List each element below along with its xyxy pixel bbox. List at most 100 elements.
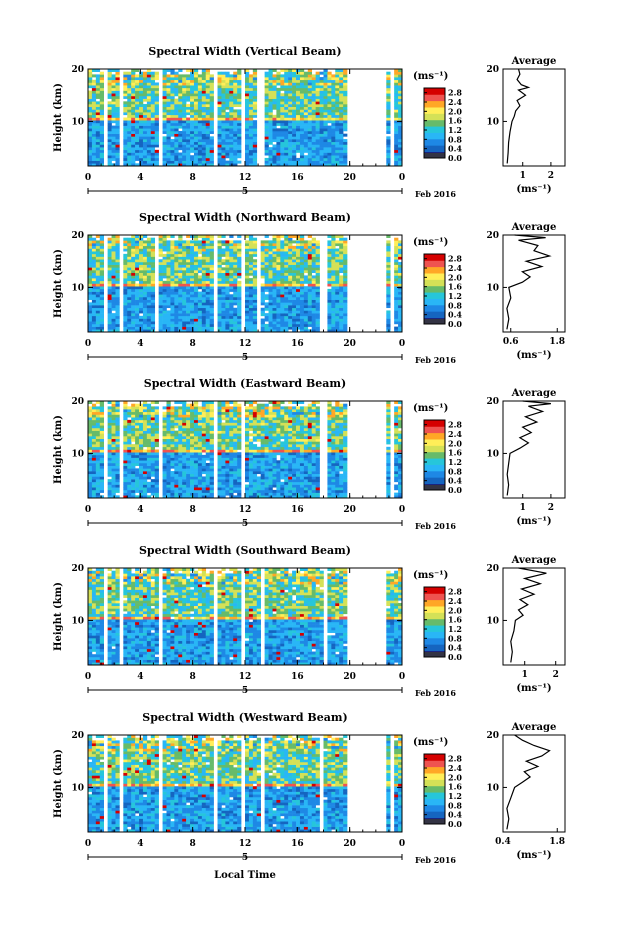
heatmap-cell xyxy=(292,245,297,249)
heatmap-cell xyxy=(135,149,140,153)
heatmap-cell xyxy=(91,481,97,485)
heatmap-cell xyxy=(217,305,222,309)
heatmap-cell xyxy=(296,313,301,317)
heatmap-cell xyxy=(237,144,242,148)
heatmap-cell xyxy=(186,245,191,249)
heatmap-cell xyxy=(142,422,148,426)
heatmap-cell xyxy=(323,74,328,78)
heatmap-cell xyxy=(323,79,328,83)
heatmap-cell xyxy=(209,136,214,140)
heatmap-cell xyxy=(123,77,128,81)
heatmap-cell xyxy=(315,109,320,113)
heatmap-cell xyxy=(221,133,226,137)
heatmap-cell xyxy=(311,95,316,99)
heatmap-cell xyxy=(150,460,156,464)
heatmap-cell xyxy=(142,296,148,300)
heatmap-cell xyxy=(205,95,210,99)
heatmap-cell xyxy=(221,114,226,118)
heatmap-cell xyxy=(229,104,234,108)
heatmap-cell xyxy=(311,307,316,311)
heatmap-cell xyxy=(209,74,214,78)
heatmap-cell xyxy=(127,487,132,491)
heatmap-cell xyxy=(139,136,144,140)
heatmap-cell xyxy=(135,163,140,167)
heatmap-cell xyxy=(209,243,214,247)
heatmap-cell xyxy=(331,318,336,322)
heatmap-cell xyxy=(315,139,320,143)
heatmap-cell xyxy=(303,122,309,126)
heatmap-cell xyxy=(99,484,104,488)
heatmap-cell xyxy=(201,82,207,86)
heatmap-cell xyxy=(190,98,195,102)
heatmap-cell xyxy=(115,122,120,126)
heatmap-cell xyxy=(284,272,289,276)
heatmap-cell xyxy=(252,160,258,164)
heatmap-cell xyxy=(139,149,144,153)
heatmap-cell xyxy=(327,294,332,298)
heatmap-cell xyxy=(135,117,140,121)
heatmap-cell xyxy=(190,95,195,99)
heatmap-cell xyxy=(209,283,214,287)
heatmap-cell xyxy=(123,481,128,485)
heatmap-cell xyxy=(335,163,340,167)
heatmap-cell xyxy=(99,288,104,292)
heatmap-cell xyxy=(276,296,281,300)
heatmap-cell xyxy=(166,130,171,134)
heatmap-cell xyxy=(178,270,183,274)
heatmap-cell xyxy=(115,446,120,450)
heatmap-cell xyxy=(245,95,250,99)
heatmap-cell xyxy=(174,139,179,143)
heatmap-cell xyxy=(260,251,265,255)
heatmap-cell xyxy=(99,283,104,287)
heatmap-cell xyxy=(99,245,104,249)
heatmap-cell xyxy=(221,98,226,102)
heatmap-cell xyxy=(91,313,97,317)
heatmap-cell xyxy=(394,117,399,121)
heatmap-cell xyxy=(123,248,128,252)
heatmap-cell xyxy=(331,323,336,327)
heatmap-cell xyxy=(284,69,289,72)
heatmap-cell xyxy=(174,109,179,113)
heatmap-cell xyxy=(135,283,140,287)
heatmap-cell xyxy=(315,248,320,252)
heatmap-cell xyxy=(131,318,136,322)
heatmap-cell xyxy=(307,117,313,121)
heatmap-cell xyxy=(319,149,324,153)
heatmap-cell xyxy=(162,329,167,333)
heatmap-cell xyxy=(182,149,187,153)
heatmap-cell xyxy=(162,253,167,257)
heatmap-cell xyxy=(135,329,140,333)
heatmap-cell xyxy=(225,259,230,263)
heatmap-cell xyxy=(123,417,128,421)
heatmap-cell xyxy=(225,112,230,116)
heatmap-cell xyxy=(394,302,399,306)
heatmap-cell xyxy=(245,235,250,238)
heatmap-cell xyxy=(135,288,140,292)
heatmap-cell xyxy=(162,243,167,247)
heatmap-cell xyxy=(193,272,199,276)
heatmap-cell xyxy=(252,305,258,309)
heatmap-cell xyxy=(264,307,269,311)
heatmap-cell xyxy=(248,130,254,134)
heatmap-cell xyxy=(280,253,285,257)
heatmap-cell xyxy=(142,425,148,429)
heatmap-cell xyxy=(174,270,179,274)
heatmap-cell xyxy=(111,406,116,410)
heatmap-cell xyxy=(127,310,132,314)
heatmap-cell xyxy=(343,90,348,94)
heatmap-cell xyxy=(343,85,348,89)
heatmap-cell xyxy=(142,74,148,78)
heatmap-cell xyxy=(233,313,238,317)
heatmap-cell xyxy=(190,259,195,263)
heatmap-cell xyxy=(248,133,254,137)
heatmap-cell xyxy=(170,98,175,102)
heatmap-cell xyxy=(115,128,120,132)
heatmap-cell xyxy=(91,484,97,488)
heatmap-cell xyxy=(154,163,159,167)
heatmap-cell xyxy=(190,106,195,110)
heatmap-cell xyxy=(292,248,297,252)
heatmap-cell xyxy=(264,326,269,330)
heatmap-cell xyxy=(292,152,297,156)
heatmap-cell xyxy=(99,90,104,94)
heatmap-cell xyxy=(288,157,293,161)
